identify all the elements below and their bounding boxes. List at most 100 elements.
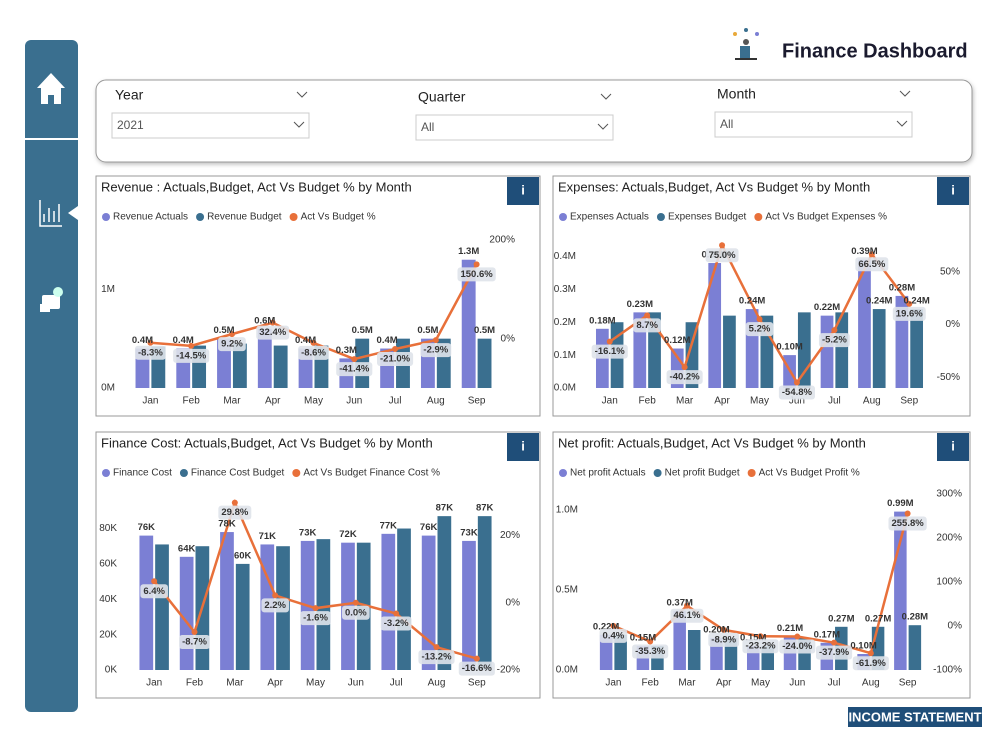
info-button[interactable] <box>507 177 539 205</box>
legend-label: Revenue Budget <box>207 212 282 223</box>
line-point <box>683 602 690 609</box>
x-tick-label: Feb <box>639 396 657 407</box>
chevron[interactable] <box>293 121 305 128</box>
pct-value-label: -13.2% <box>421 652 452 663</box>
bar <box>599 634 613 670</box>
chevron[interactable] <box>296 91 308 98</box>
x-tick-label: Jul <box>389 396 402 407</box>
filter-dropdown[interactable] <box>714 111 913 138</box>
y2-tick-label: 0% <box>506 597 521 608</box>
info-button[interactable] <box>507 433 539 461</box>
bar <box>381 533 396 670</box>
pct-label-box <box>298 345 329 360</box>
pct-value-label: 255.8% <box>891 518 924 529</box>
pct-label-box <box>632 644 669 659</box>
x-tick-label: Sep <box>900 396 918 407</box>
chart-title: Revenue : Actuals,Budget, Act Vs Budget … <box>101 179 412 194</box>
x-tick-label: Jan <box>146 678 162 689</box>
legend-label: Act Vs Budget Expenses % <box>765 212 887 223</box>
bar-value-label: 0.17M <box>814 629 840 640</box>
pct-label-box <box>666 370 703 385</box>
line-point <box>272 592 279 599</box>
x-tick-label: Mar <box>223 396 241 407</box>
filter-dropdown[interactable] <box>415 114 614 141</box>
legend-swatch <box>653 469 662 477</box>
legend-label: Finance Cost Budget <box>191 468 285 479</box>
legend-swatch <box>559 469 567 477</box>
bar-value-label: 0.28M <box>902 612 928 623</box>
x-tick-label: Jul <box>828 396 841 407</box>
info-label: i <box>951 438 955 453</box>
chart-icon[interactable] <box>39 200 62 227</box>
y-tick-label: 40K <box>99 594 117 605</box>
filter-dropdown[interactable] <box>111 112 310 139</box>
line-point <box>312 605 319 612</box>
pct-label-box <box>591 344 628 359</box>
x-tick-label: Jul <box>390 678 403 689</box>
info-button[interactable] <box>937 177 969 205</box>
bar-value-label: 0.20M <box>703 625 729 636</box>
pct-value-label: -54.8% <box>782 387 813 398</box>
bar <box>273 345 288 388</box>
legend-label: Act Vs Budget Finance Cost % <box>303 468 440 479</box>
legend-label: Act Vs Budget % <box>301 212 376 223</box>
chevron[interactable] <box>899 90 911 97</box>
bar <box>462 540 476 670</box>
bar-value-label: 0.4M <box>132 335 153 346</box>
line-point <box>868 251 875 258</box>
bar-value-label: 0.22M <box>814 302 840 313</box>
bar <box>316 539 331 670</box>
bar <box>872 309 886 388</box>
line-point <box>757 633 764 640</box>
pct-value-label: -16.6% <box>462 663 493 674</box>
active-pointer <box>68 206 78 220</box>
x-tick-label: Feb <box>186 678 204 689</box>
chevron[interactable] <box>896 120 908 127</box>
legend-label: Finance Cost <box>113 468 172 479</box>
money-icon[interactable] <box>40 287 63 312</box>
x-tick-label: Jan <box>605 678 621 689</box>
pct-label-box <box>708 632 740 647</box>
bar-value-label: 0.27M <box>865 613 891 624</box>
bar-value-label: 0.22M <box>593 621 619 632</box>
pct-value-label: 19.6% <box>896 308 923 319</box>
chevron[interactable] <box>600 93 612 100</box>
info-label: i <box>521 182 525 197</box>
y2-tick-label: 0% <box>501 333 516 344</box>
line-point <box>188 342 195 349</box>
bar-value-label: 0.24M <box>903 296 929 307</box>
bar <box>894 511 907 670</box>
bar-value-label: 0.24M <box>739 296 765 307</box>
legend-swatch <box>747 469 756 477</box>
home-icon[interactable] <box>37 73 65 104</box>
pct-label-box <box>633 318 661 333</box>
line-point <box>352 599 359 606</box>
pct-label-box <box>888 516 927 531</box>
x-tick-label: Mar <box>678 678 696 689</box>
pct-value-label: 5.2% <box>749 324 771 335</box>
pct-value-label: -61.9% <box>856 658 887 669</box>
pct-value-label: -5.2% <box>822 335 847 346</box>
pct-value-label: -8.3% <box>138 347 163 358</box>
pct-value-label: 150.6% <box>460 269 493 280</box>
bar-value-label: 0.4M <box>377 335 398 346</box>
chevron[interactable] <box>597 123 609 130</box>
legend-swatch <box>196 213 205 221</box>
pct-value-label: -3.2% <box>384 618 409 629</box>
pct-label-box <box>173 348 210 363</box>
legend-label: Revenue Actuals <box>113 212 188 223</box>
bar-value-label: 0.21M <box>777 623 803 634</box>
chart-title: Net profit: Actuals,Budget, Act Vs Budge… <box>558 435 866 450</box>
pct-label-box <box>852 656 889 671</box>
pct-label-box <box>134 345 166 360</box>
pct-value-label: -23.2% <box>745 641 776 652</box>
x-tick-label: May <box>306 678 325 689</box>
x-tick-label: Jan <box>602 396 618 407</box>
y-tick-label: 0K <box>105 665 118 676</box>
line-point <box>610 622 617 629</box>
y-tick-label: 0.1M <box>554 350 576 361</box>
line-point <box>606 338 613 345</box>
bar <box>723 315 736 388</box>
info-button[interactable] <box>937 433 969 461</box>
